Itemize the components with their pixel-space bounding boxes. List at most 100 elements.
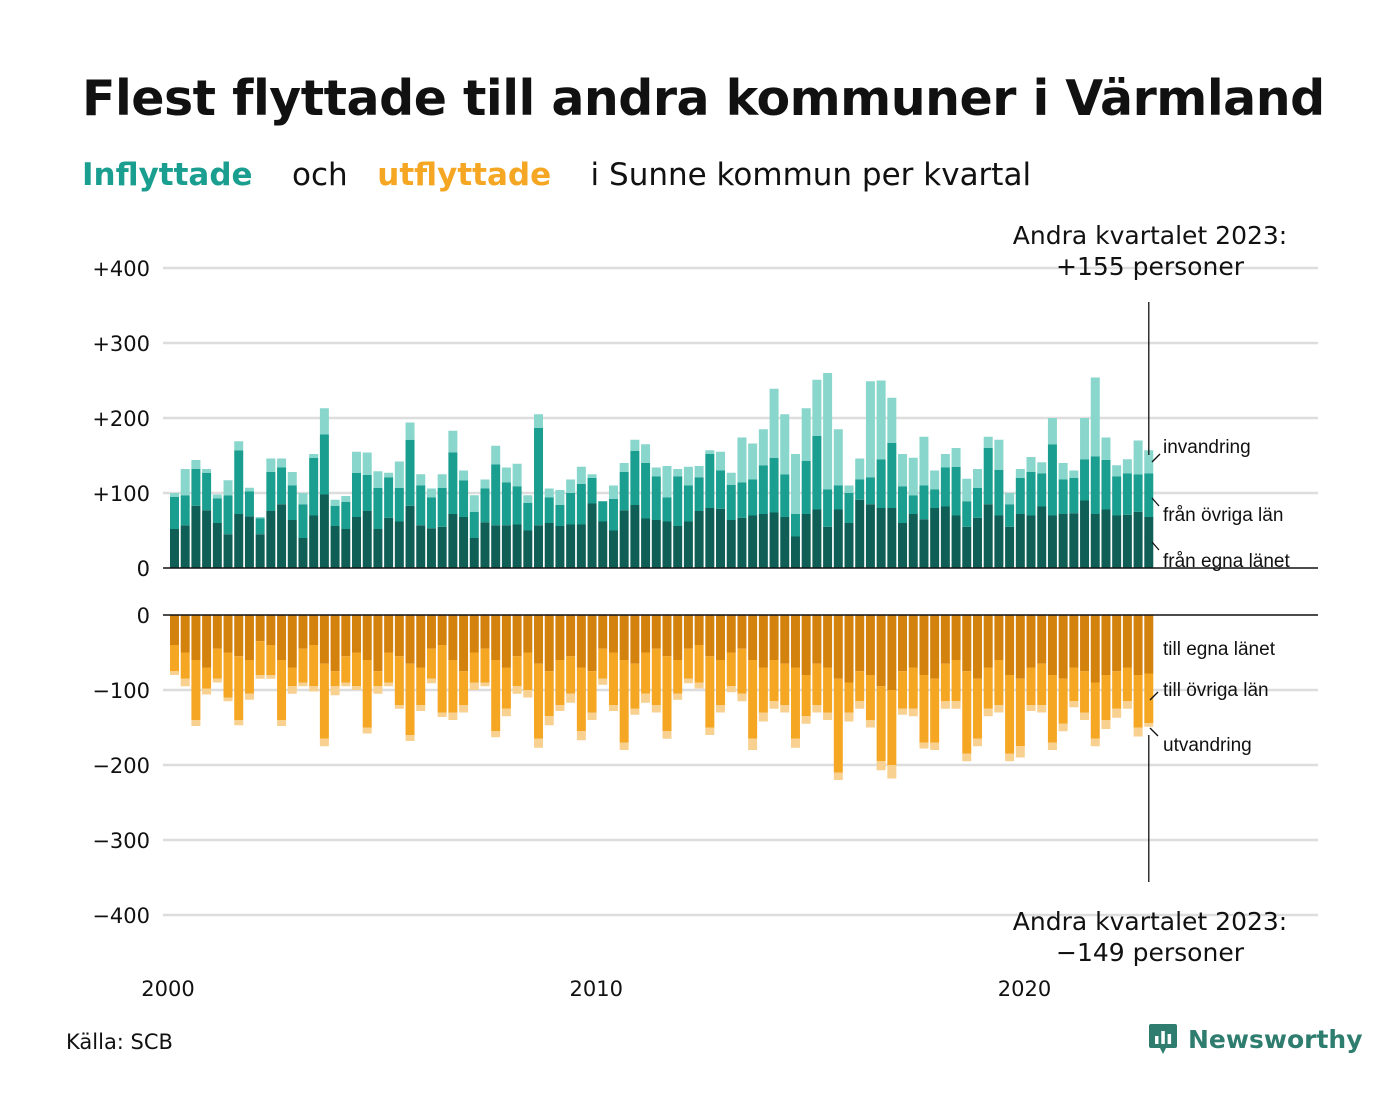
bar-out-own-county	[576, 615, 586, 668]
bar-out-own-county	[244, 615, 254, 660]
bar-in-other-counties	[330, 505, 340, 526]
bar-in-immigration	[212, 494, 222, 499]
newsworthy-brand[interactable]: Newsworthy	[1148, 1022, 1363, 1056]
bar-in-immigration	[908, 457, 918, 496]
bar-out-own-county	[416, 615, 426, 668]
bar-out-emigration	[651, 705, 661, 713]
bar-out-other-counties	[823, 667, 833, 713]
bar-out-own-county	[459, 615, 469, 672]
bar-in-own-county	[1101, 509, 1111, 568]
bar-in-immigration	[362, 452, 372, 475]
bar-in-immigration	[202, 469, 212, 473]
bar-out-other-counties	[180, 652, 190, 679]
bar-out-emigration	[619, 742, 629, 750]
bar-in-other-counties	[523, 502, 533, 531]
bar-in-other-counties	[790, 514, 800, 537]
bar-out-other-counties	[330, 671, 340, 687]
bar-in-immigration	[501, 467, 511, 483]
bar-out-own-county	[287, 615, 297, 668]
bar-in-immigration	[384, 472, 394, 478]
bar-out-emigration	[972, 738, 982, 747]
bar-out-other-counties	[1015, 678, 1025, 747]
bar-out-other-counties	[1058, 678, 1068, 724]
bar-out-own-county	[865, 615, 875, 675]
bar-in-own-county	[983, 504, 993, 568]
bar-in-immigration	[491, 445, 501, 465]
bar-in-own-county	[202, 510, 212, 568]
bar-out-own-county	[662, 615, 672, 657]
bar-out-emigration	[951, 701, 961, 709]
bar-in-own-county	[223, 534, 233, 568]
bar-out-other-counties	[576, 667, 586, 732]
bar-out-emigration	[416, 705, 426, 711]
bar-out-emigration	[426, 678, 436, 684]
bar-out-other-counties	[319, 663, 329, 739]
bar-in-own-county	[705, 508, 715, 568]
bar-out-other-counties	[983, 667, 993, 709]
bar-in-other-counties	[983, 448, 993, 505]
bar-out-emigration	[801, 716, 811, 724]
bar-in-other-counties	[801, 460, 811, 514]
bar-in-immigration	[983, 436, 993, 448]
bar-in-own-county	[1005, 526, 1015, 568]
bar-in-own-county	[362, 511, 372, 568]
bar-out-other-counties	[683, 648, 693, 679]
bar-out-own-county	[405, 615, 415, 664]
bar-in-other-counties	[266, 472, 276, 511]
bar-in-own-county	[898, 523, 908, 568]
bar-out-emigration	[673, 693, 683, 700]
bar-in-own-county	[930, 508, 940, 568]
bar-in-other-counties	[180, 495, 190, 526]
bar-in-immigration	[972, 469, 982, 488]
bar-in-other-counties	[619, 472, 629, 511]
bar-out-own-county	[341, 615, 351, 657]
bar-in-other-counties	[598, 501, 608, 522]
bar-in-immigration	[373, 471, 383, 488]
bar-in-own-county	[865, 504, 875, 568]
bar-in-immigration	[459, 470, 469, 481]
bar-in-other-counties	[972, 487, 982, 518]
bar-out-emigration	[277, 720, 287, 726]
bar-in-own-county	[726, 520, 736, 568]
bar-in-other-counties	[170, 496, 179, 529]
bar-out-emigration	[598, 678, 608, 685]
bar-out-other-counties	[1005, 675, 1015, 754]
bar-out-own-county	[1133, 615, 1143, 675]
bar-in-other-counties	[780, 474, 790, 517]
bar-in-other-counties	[641, 463, 651, 519]
bar-out-emigration	[1015, 746, 1025, 758]
bar-in-own-county	[758, 514, 768, 568]
bar-out-other-counties	[1090, 682, 1100, 739]
bar-out-emigration	[823, 712, 833, 720]
bar-out-own-county	[480, 615, 490, 649]
bar-in-other-counties	[459, 480, 469, 517]
bar-out-emigration	[1058, 723, 1068, 732]
bar-out-other-counties	[748, 660, 758, 739]
bar-out-own-county	[694, 615, 704, 645]
bar-in-own-county	[790, 536, 800, 568]
bar-in-immigration	[480, 479, 490, 489]
bar-out-own-county	[887, 615, 897, 690]
bar-out-own-county	[598, 615, 608, 649]
bar-in-own-county	[330, 526, 340, 568]
subtitle-inflow-label: Inflyttade	[82, 157, 253, 193]
bar-out-own-county	[930, 615, 940, 679]
bar-in-own-county	[748, 515, 758, 568]
bar-in-own-county	[170, 529, 179, 568]
bar-in-other-counties	[244, 491, 254, 517]
bar-in-other-counties	[951, 466, 961, 516]
bar-in-own-county	[994, 515, 1004, 568]
bar-out-emigration	[1090, 738, 1100, 747]
bar-out-emigration	[566, 693, 576, 703]
bar-out-own-county	[1112, 615, 1122, 672]
bar-in-immigration	[790, 454, 800, 514]
bar-out-emigration	[662, 731, 672, 739]
bar-out-emigration	[769, 701, 779, 709]
bar-out-other-counties	[266, 645, 276, 675]
bar-out-own-county	[544, 615, 554, 672]
bar-in-other-counties	[555, 505, 565, 526]
bar-in-immigration	[266, 458, 276, 472]
bar-in-immigration	[994, 439, 1004, 470]
bar-in-own-county	[780, 517, 790, 568]
bar-in-immigration	[694, 466, 704, 478]
